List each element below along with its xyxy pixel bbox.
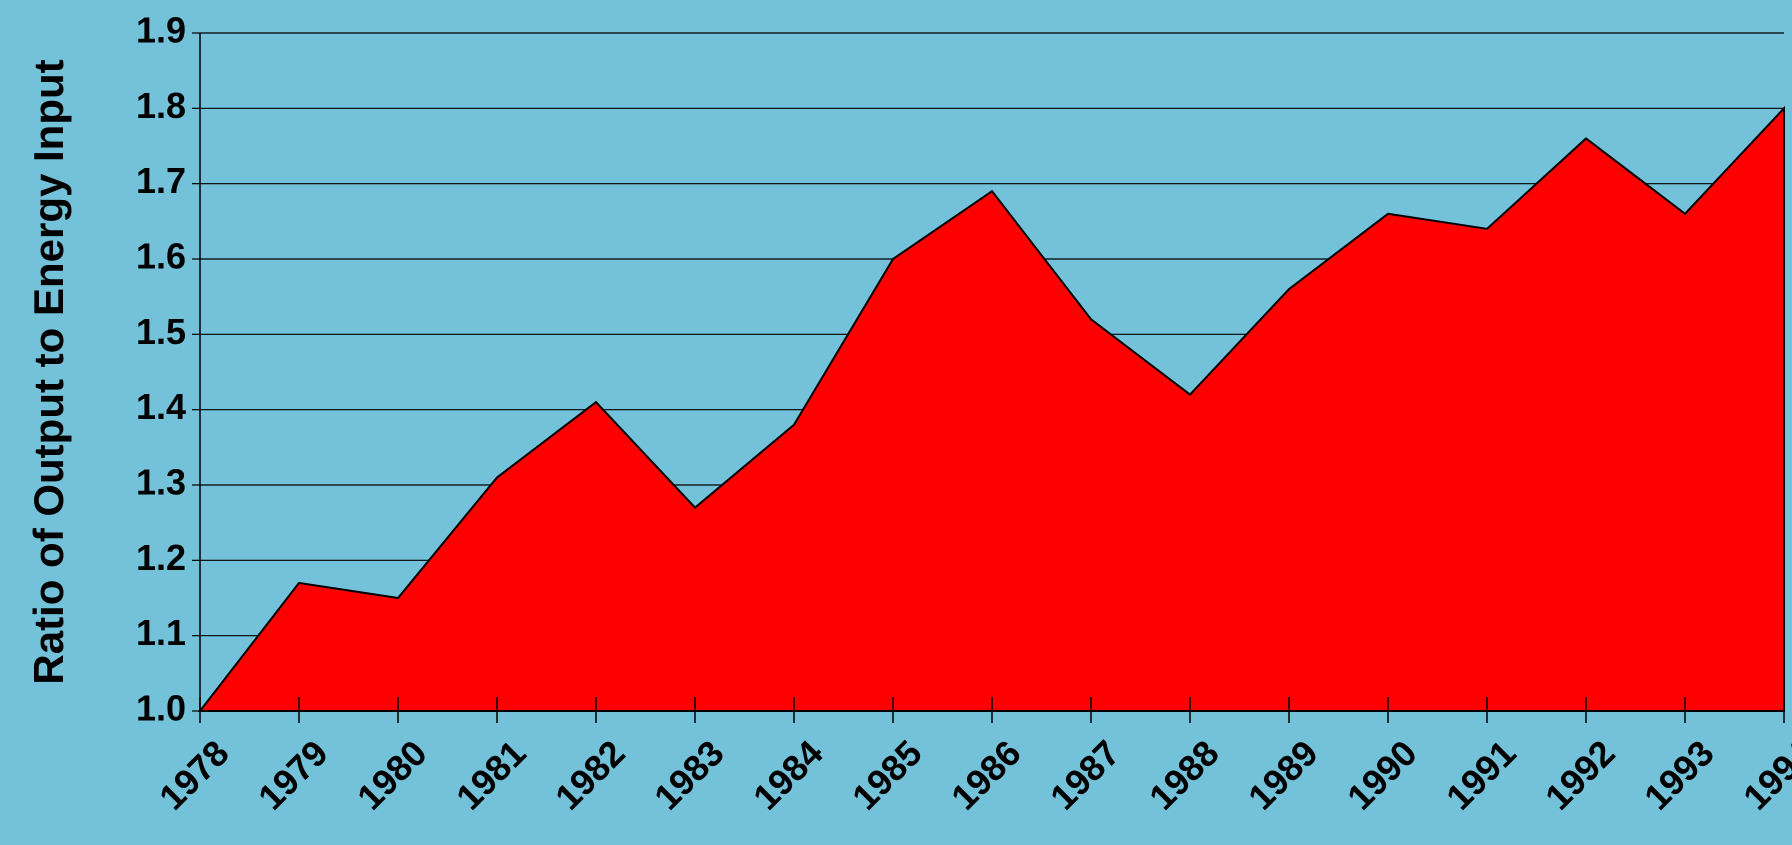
x-tick-label: 1985 [844,732,930,818]
y-tick-label: 1.5 [136,311,186,352]
area [197,105,1785,712]
x-tick-label: 1979 [250,732,336,818]
x-tick-label: 1986 [943,732,1029,818]
y-tick-label: 1.8 [136,85,186,126]
y-tick-label: 1.0 [136,688,186,729]
x-tick-label: 1984 [745,732,831,818]
x-tick-label: 1989 [1240,732,1326,818]
x-tick-label: 1978 [151,732,237,818]
y-tick-label: 1.6 [136,236,186,277]
x-tick-label: 1981 [448,732,534,818]
x-tick-label: 1993 [1636,732,1722,818]
y-tick-label: 1.4 [136,386,186,427]
x-tick-label: 1982 [547,732,633,818]
x-tick-label: 1990 [1339,732,1425,818]
y-tick-label: 1.2 [136,537,186,578]
x-tick-label: 1994 [1735,732,1792,818]
x-tick-label: 1992 [1537,732,1623,818]
y-tick-label: 1.7 [136,160,186,201]
x-tick-label: 1983 [646,732,732,818]
y-axis-label: Ratio of Output to Energy Input [25,59,72,684]
y-tick-label: 1.9 [136,10,186,51]
x-tick-label: 1991 [1438,732,1524,818]
y-tick-label: 1.3 [136,462,186,503]
x-tick-label: 1987 [1042,732,1128,818]
x-tick-label: 1980 [349,732,435,818]
x-tick-label: 1988 [1141,732,1227,818]
y-tick-label: 1.1 [136,612,186,653]
